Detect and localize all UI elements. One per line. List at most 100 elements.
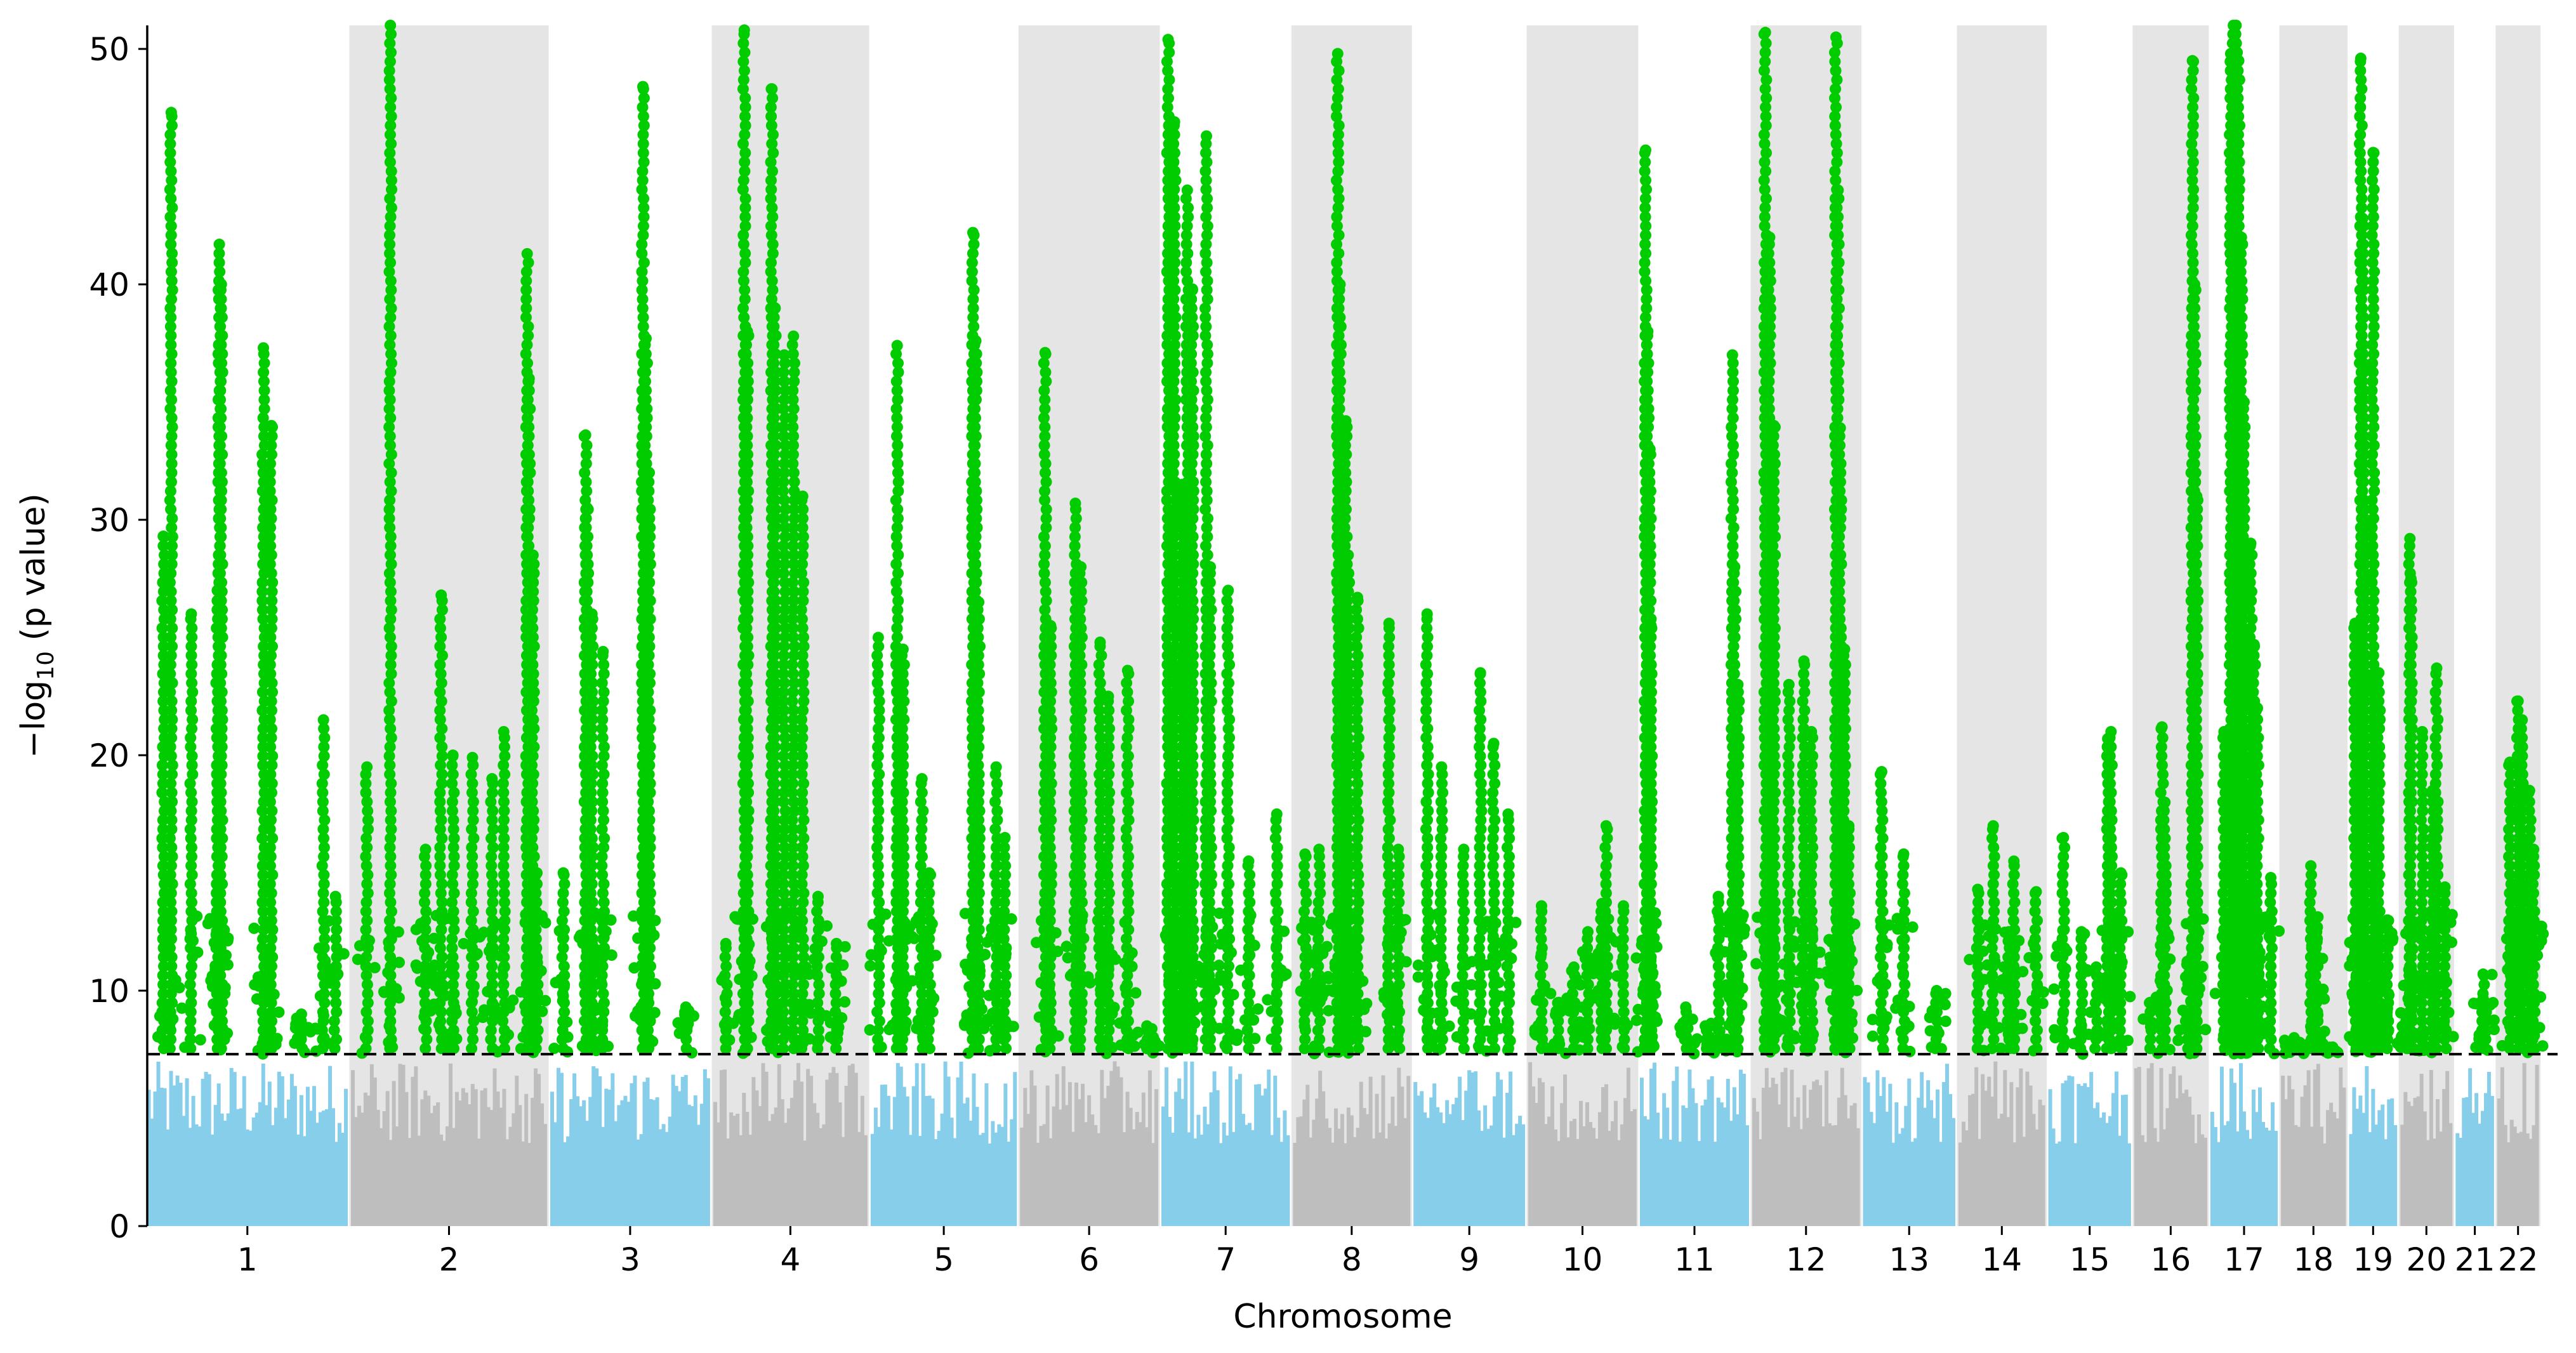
significant-point: [908, 933, 920, 944]
significant-point: [503, 1029, 514, 1041]
significant-point: [492, 1046, 503, 1057]
significant-point: [562, 1046, 573, 1057]
significant-point: [968, 1017, 979, 1028]
significant-point: [918, 951, 930, 963]
significant-point: [887, 1020, 898, 1031]
significant-point: [982, 1013, 993, 1025]
significant-point: [323, 915, 334, 927]
significant-point: [431, 910, 442, 921]
significant-point: [803, 968, 815, 980]
significant-point: [383, 937, 394, 948]
significant-point: [1005, 1020, 1016, 1032]
significant-point: [468, 980, 480, 992]
significant-point: [219, 988, 230, 1000]
significant-point: [385, 20, 396, 31]
significant-point: [812, 891, 824, 902]
significant-point: [716, 975, 727, 986]
significant-point: [426, 968, 438, 979]
significant-point: [211, 584, 223, 596]
significant-point: [916, 1008, 928, 1019]
significant-point: [1093, 975, 1105, 987]
significant-point: [536, 910, 548, 921]
significant-point: [164, 1020, 175, 1032]
significant-point: [1006, 913, 1017, 925]
significant-point: [420, 843, 432, 855]
significant-point: [188, 909, 200, 921]
significant-point: [187, 935, 199, 946]
significant-point: [606, 949, 618, 961]
significant-point: [741, 991, 753, 1002]
significant-point: [774, 1012, 786, 1024]
significant-point: [637, 81, 649, 92]
significant-point: [837, 960, 849, 971]
significant-point: [991, 762, 1002, 773]
significant-point: [482, 986, 493, 998]
significant-point: [216, 921, 227, 933]
significant-point: [765, 1043, 777, 1054]
significant-point: [597, 1019, 608, 1031]
significant-point: [781, 962, 793, 974]
significant-point: [208, 998, 219, 1010]
significant-point: [1078, 932, 1089, 944]
significant-point: [258, 342, 269, 353]
significant-point: [986, 923, 997, 934]
significant-point: [600, 926, 612, 937]
significant-point: [248, 923, 260, 934]
significant-point: [499, 961, 510, 973]
significant-point: [1000, 1032, 1012, 1043]
significant-point: [1061, 940, 1073, 952]
significant-point: [494, 919, 505, 930]
significant-point: [739, 24, 750, 36]
significant-point: [967, 227, 979, 238]
significant-point: [378, 986, 390, 998]
significant-point: [793, 932, 805, 943]
significant-point: [812, 1036, 823, 1048]
significant-point: [209, 1020, 220, 1031]
significant-point: [836, 1012, 847, 1024]
significant-point: [256, 1038, 268, 1050]
significant-point: [577, 1040, 588, 1052]
significant-point: [446, 1033, 457, 1045]
significant-point: [539, 995, 551, 1006]
significant-point: [1122, 664, 1133, 676]
significant-point: [216, 279, 227, 290]
significant-point: [1126, 961, 1138, 972]
significant-point: [330, 891, 341, 902]
significant-point: [315, 991, 326, 1002]
significant-point: [840, 941, 851, 953]
significant-point: [498, 726, 510, 737]
significant-point: [797, 491, 809, 502]
significant-point: [1107, 1008, 1118, 1019]
significant-point: [416, 935, 428, 947]
significant-point: [169, 974, 181, 986]
significant-point: [393, 957, 405, 968]
significant-point: [1040, 933, 1051, 944]
significant-point: [352, 954, 364, 965]
significant-point: [788, 331, 799, 342]
significant-point: [558, 868, 569, 879]
significant-point: [1043, 982, 1055, 994]
significant-point: [447, 749, 459, 761]
significant-point: [428, 998, 440, 1010]
significant-point: [445, 967, 456, 979]
significant-point: [769, 302, 781, 314]
significant-point: [383, 1036, 394, 1048]
significant-point: [587, 1040, 598, 1052]
significant-point: [880, 909, 891, 920]
significant-point: [423, 947, 434, 958]
significant-point: [876, 945, 887, 956]
significant-point: [332, 968, 343, 980]
significant-point: [525, 944, 537, 955]
significant-point: [166, 107, 177, 118]
significant-point: [1129, 1041, 1140, 1052]
significant-point: [364, 935, 375, 946]
significant-point: [435, 590, 447, 601]
significant-point: [720, 993, 731, 1004]
significant-point: [310, 1022, 321, 1034]
significant-point: [1073, 994, 1084, 1006]
significant-point: [1102, 690, 1114, 702]
significant-point: [1071, 958, 1083, 970]
significant-point: [970, 335, 982, 346]
significant-point: [770, 1000, 782, 1011]
